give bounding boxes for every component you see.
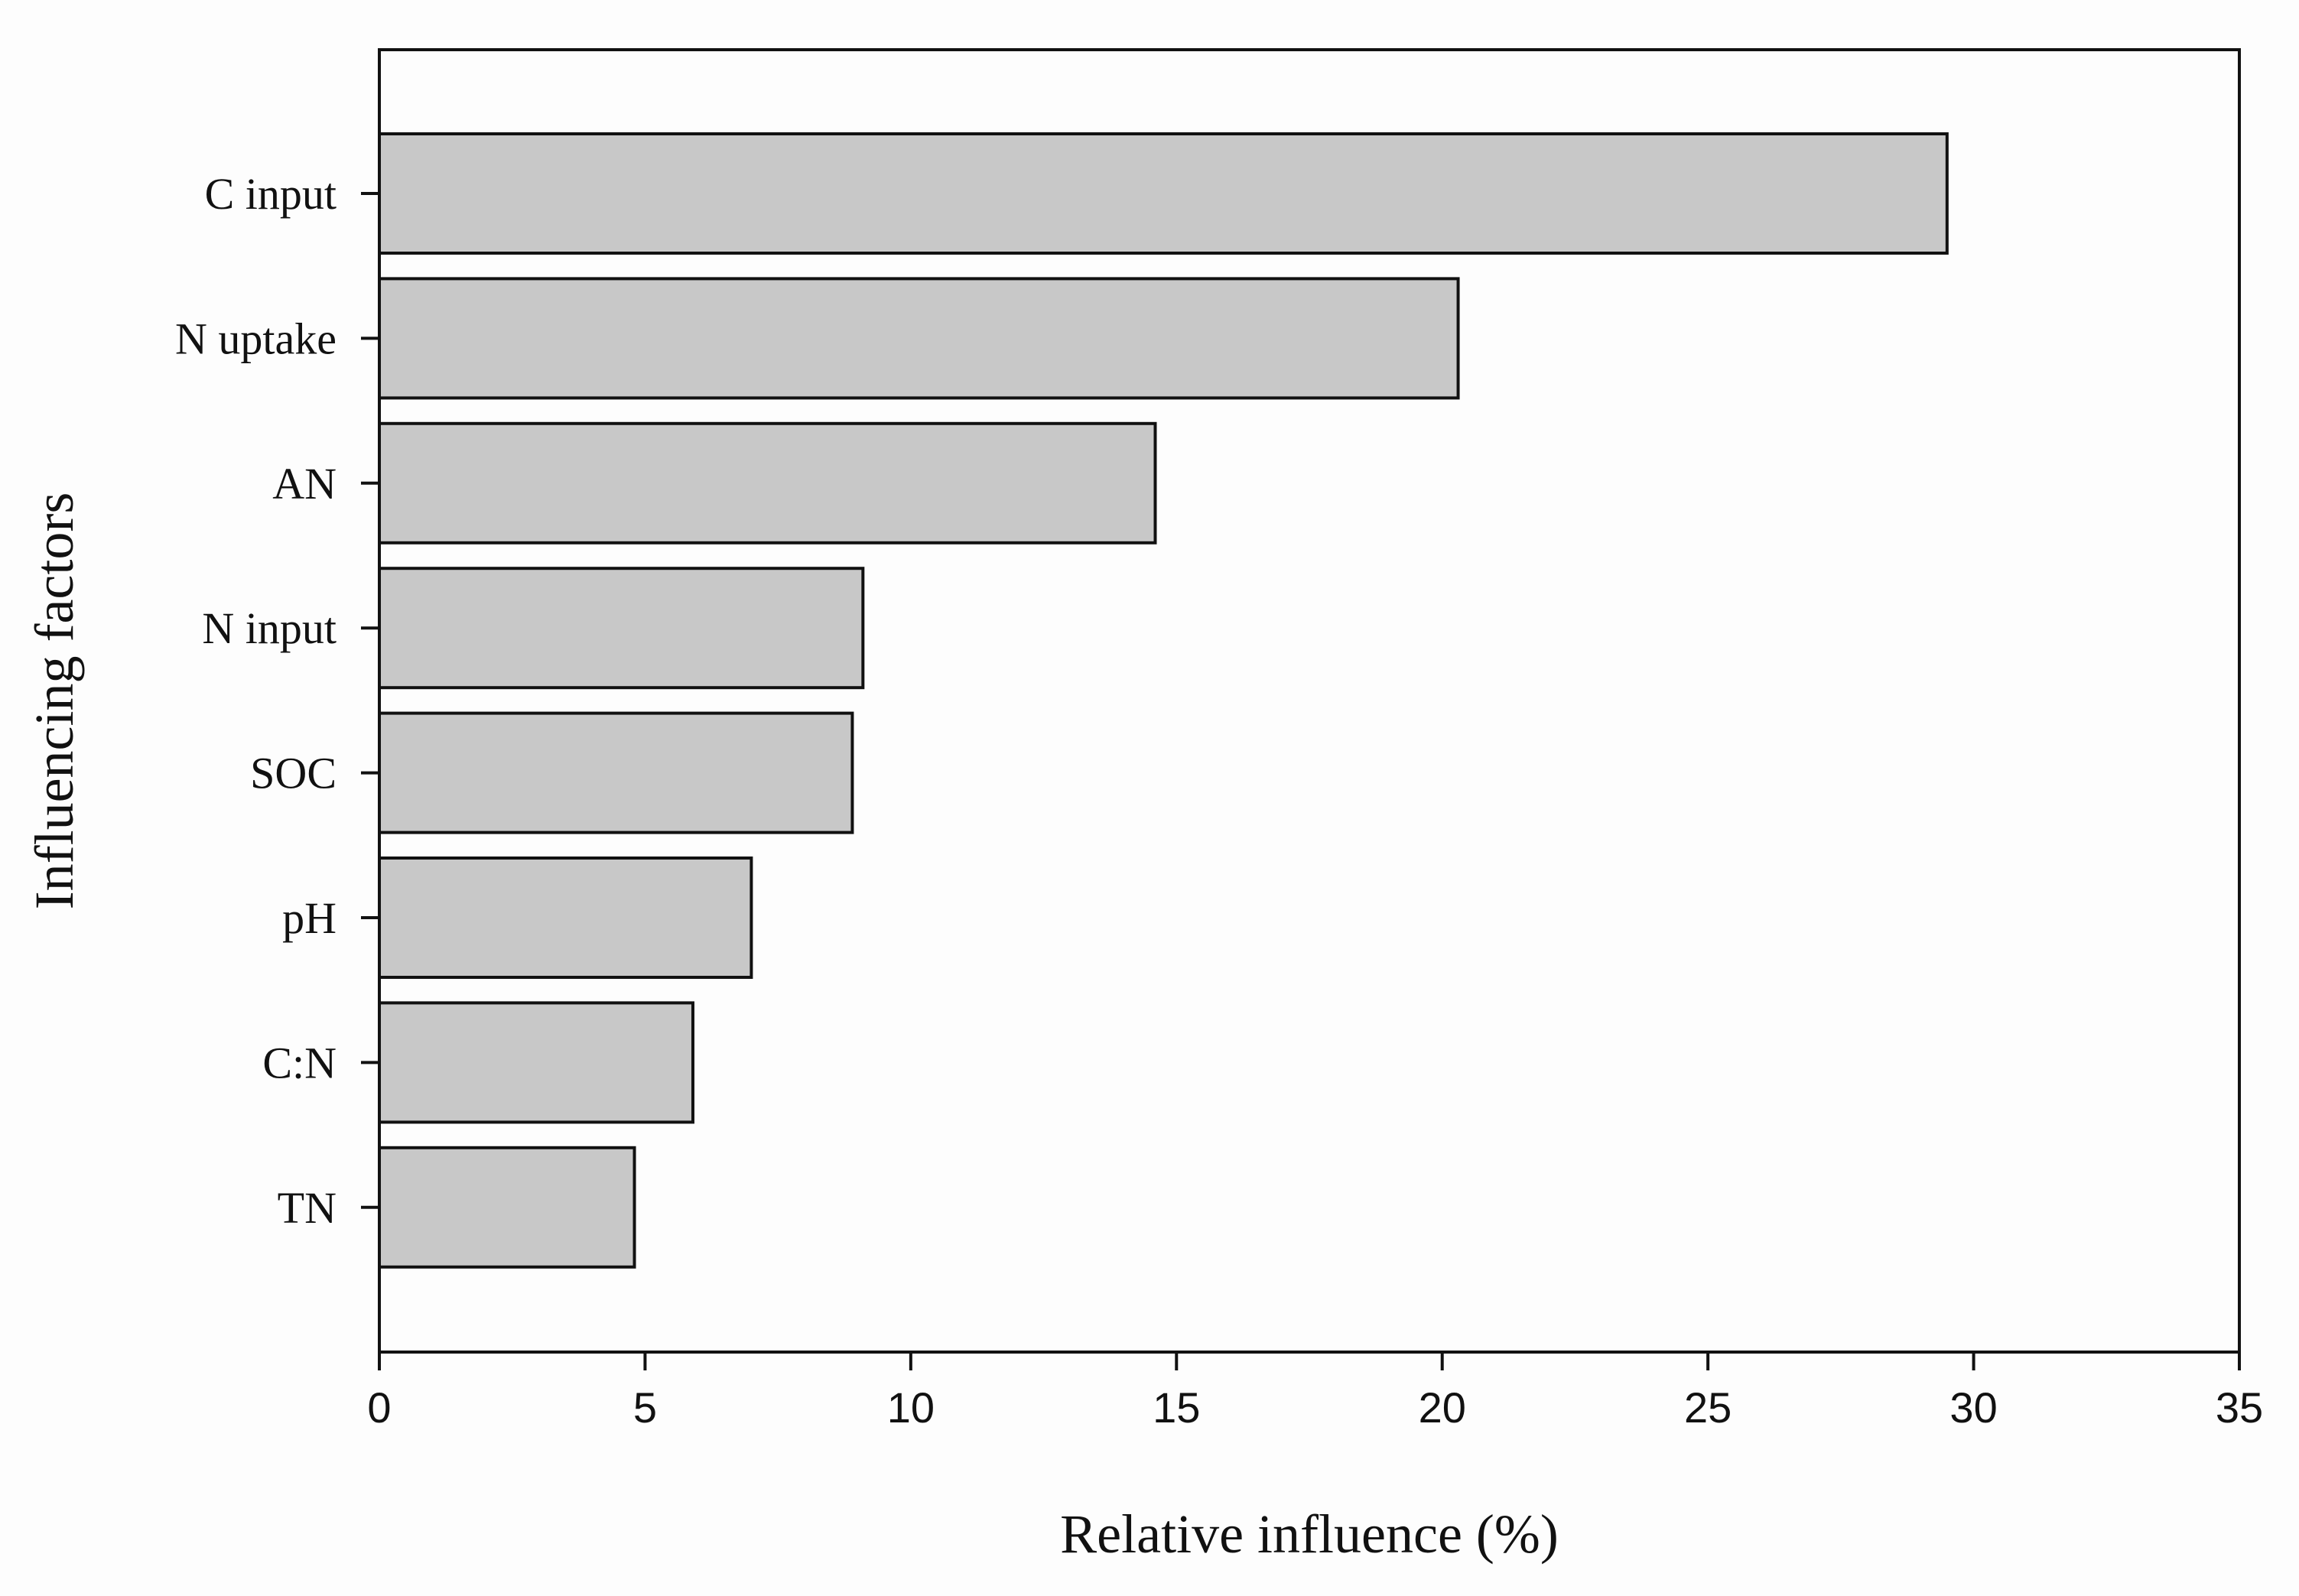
x-tick-label: 5 — [633, 1383, 657, 1432]
y-axis-label: Influencing factors — [24, 492, 85, 910]
y-ticks-group: C input N uptake AN N input SOC pH C:N TN — [175, 169, 379, 1233]
bar-soc — [378, 711, 854, 834]
y-tick-label: TN — [278, 1183, 337, 1233]
y-tick-label: N input — [202, 603, 337, 653]
x-tick-label: 0 — [367, 1383, 391, 1432]
x-tick-label: 20 — [1419, 1383, 1466, 1432]
x-tick-label: 10 — [887, 1383, 935, 1432]
y-tick-label: N uptake — [175, 314, 337, 363]
y-tick-label: pH — [282, 893, 337, 943]
y-tick-label: AN — [272, 459, 337, 509]
x-tick-label: 30 — [1949, 1383, 1997, 1432]
bar-n-uptake — [378, 277, 1460, 400]
bar-ph — [378, 857, 753, 979]
y-tick-label: SOC — [250, 749, 337, 798]
x-axis-label: Relative influence (%) — [1060, 1503, 1559, 1565]
x-tick-label: 25 — [1684, 1383, 1732, 1432]
y-tick-label: C input — [205, 169, 337, 219]
bar-tn — [378, 1146, 636, 1269]
x-tick-label: 15 — [1153, 1383, 1200, 1432]
bar-n-input — [378, 567, 865, 690]
bar-an — [378, 421, 1157, 544]
x-ticks-group: 0 5 10 15 20 25 30 35 — [367, 1352, 2263, 1432]
bars-group — [378, 132, 1949, 1269]
y-tick-label: C:N — [262, 1038, 337, 1087]
bar-c-n — [378, 1001, 694, 1124]
plot-frame — [378, 48, 2241, 1354]
x-tick-label: 35 — [2216, 1383, 2263, 1432]
bar-c-input — [378, 132, 1949, 255]
